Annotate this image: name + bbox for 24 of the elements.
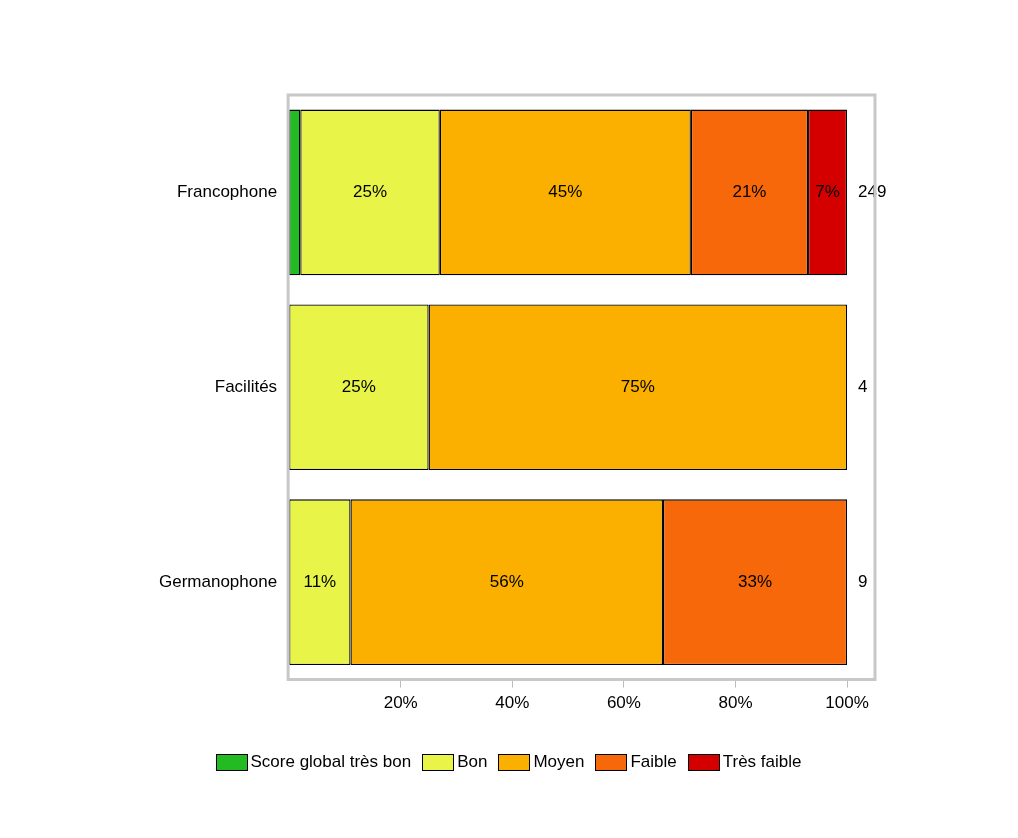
data-label: 21%: [732, 182, 767, 202]
data-label: 7%: [815, 182, 840, 202]
data-label: 75%: [620, 376, 655, 396]
x-tick-label: 100%: [825, 693, 869, 713]
data-label: 33%: [738, 571, 773, 591]
legend-label: Très faible: [722, 752, 802, 772]
x-tick-label: 20%: [383, 693, 418, 713]
legend-label: Bon: [457, 752, 488, 772]
y-tick-label: Francophone: [176, 182, 278, 202]
x-tick-label: 80%: [718, 693, 753, 713]
x-tick-label: 60%: [606, 693, 641, 713]
y-tick-label: Facilités: [214, 376, 278, 396]
data-label: 45%: [548, 182, 583, 202]
x-tick-label: 40%: [495, 693, 530, 713]
data-label: 25%: [341, 376, 376, 396]
legend-label: Score global très bon: [250, 752, 412, 772]
legend-label: Moyen: [533, 752, 585, 772]
legend-label: Faible: [630, 752, 677, 772]
data-label: 56%: [489, 571, 524, 591]
annotation: 4: [858, 376, 868, 396]
data-label: 25%: [353, 182, 388, 202]
y-tick-label: Germanophone: [159, 571, 278, 591]
annotation: 9: [858, 571, 868, 591]
data-label: 11%: [303, 571, 337, 591]
